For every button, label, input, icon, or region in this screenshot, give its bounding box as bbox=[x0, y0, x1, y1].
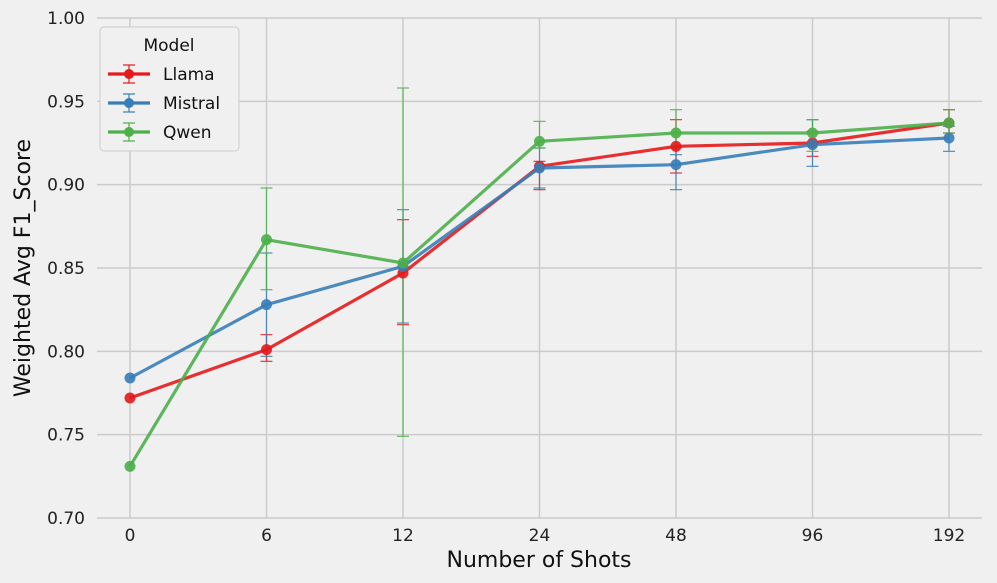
legend-label: Llama bbox=[163, 65, 215, 85]
legend-marker bbox=[124, 127, 134, 137]
legend-item-qwen: Qwen bbox=[108, 122, 212, 143]
mistral-data-point bbox=[124, 372, 136, 384]
legend-item-mistral: Mistral bbox=[108, 93, 220, 114]
x-tick-label: 48 bbox=[665, 526, 687, 546]
mistral-data-point bbox=[943, 132, 955, 144]
qwen-data-point bbox=[534, 135, 545, 147]
x-tick-label: 6 bbox=[261, 526, 272, 546]
llama-data-point bbox=[261, 344, 272, 356]
llama-data-point bbox=[124, 392, 136, 404]
legend-marker bbox=[124, 98, 134, 108]
legend-label: Mistral bbox=[163, 94, 220, 114]
x-tick-label: 24 bbox=[529, 526, 551, 546]
legend-box bbox=[99, 26, 240, 152]
legend-label: Qwen bbox=[163, 123, 212, 143]
y-tick-label: 0.90 bbox=[47, 176, 85, 196]
qwen-data-point bbox=[261, 234, 272, 246]
y-tick-label: 0.80 bbox=[47, 342, 85, 362]
qwen-data-point bbox=[124, 460, 136, 472]
legend-items: Llama Mistral Qwen bbox=[108, 64, 220, 143]
y-tick-label: 0.95 bbox=[47, 92, 85, 112]
series-markers bbox=[124, 117, 955, 472]
x-tick-label: 192 bbox=[933, 526, 965, 546]
mistral-data-point bbox=[534, 162, 545, 174]
mistral-data-point bbox=[261, 299, 272, 311]
x-tick-label: 96 bbox=[802, 526, 824, 546]
mistral-data-point bbox=[807, 139, 818, 151]
y-tick-label: 0.85 bbox=[47, 259, 85, 279]
qwen-data-point bbox=[807, 127, 818, 139]
legend-item-llama: Llama bbox=[108, 64, 215, 85]
qwen-data-point bbox=[670, 127, 682, 139]
y-tick-label: 0.75 bbox=[47, 426, 85, 446]
x-tick-label: 0 bbox=[125, 526, 136, 546]
qwen-data-point bbox=[397, 257, 409, 269]
y-tick-label: 1.00 bbox=[47, 9, 85, 29]
legend-title: Model bbox=[143, 36, 194, 56]
x-tick-label: 12 bbox=[392, 526, 414, 546]
legend: Model Llama Mistral Qwen bbox=[99, 26, 240, 152]
legend-marker bbox=[124, 69, 134, 79]
y-tick-label: 0.70 bbox=[47, 509, 85, 529]
mistral-data-point bbox=[670, 159, 682, 171]
qwen-data-point bbox=[943, 117, 955, 129]
x-axis-label: Number of Shots bbox=[446, 548, 631, 573]
y-axis-label: Weighted Avg F1_Score bbox=[11, 139, 36, 397]
llama-data-point bbox=[670, 140, 682, 152]
y-axis-ticks: 0.70 0.75 0.80 0.85 0.90 0.95 1.00 bbox=[47, 9, 85, 529]
x-axis-ticks: 0 6 12 24 48 96 192 bbox=[125, 526, 966, 546]
